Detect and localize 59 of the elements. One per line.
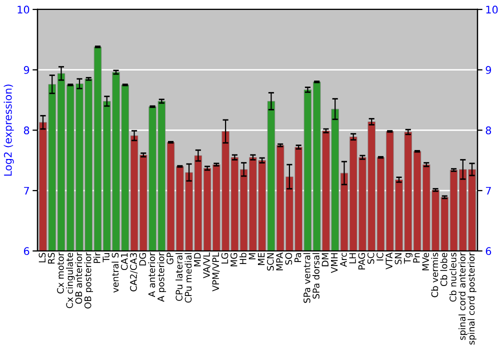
x-tick-label: MVe: [422, 252, 429, 270]
x-tick-label: Cx cingulate: [66, 252, 75, 308]
x-tick-label: MPA: [276, 252, 283, 270]
x-tick-label: OB posterior: [84, 252, 93, 309]
y-tick-label: 8: [24, 126, 30, 134]
x-tick-label: Tg: [404, 253, 412, 264]
x-tick-label: Cx motor: [57, 252, 64, 294]
x-tick-label: VPM/VPL: [212, 252, 220, 292]
x-tick-label: ME: [258, 252, 265, 265]
x-tick-label: A anterior: [148, 252, 156, 298]
x-tick-label: CPu lateral: [176, 253, 183, 301]
y2-tick-label: 10: [486, 6, 498, 14]
y2-tick-label: 6: [486, 247, 492, 256]
x-tick-label: CPu medial: [184, 253, 192, 303]
x-tick-label: Arc: [340, 252, 347, 267]
x-tick-label: VTA: [386, 252, 392, 270]
x-tick-label: SPa dorsal: [312, 253, 320, 299]
x-tick-label: Cb lobe: [440, 252, 448, 286]
x-tick-label: spinal cord posterior: [468, 252, 476, 345]
x-tick-label: A posterior: [157, 252, 166, 302]
x-tick-label: LH: [349, 253, 356, 264]
x-tick-label: GP: [166, 252, 174, 264]
y-tick-label: 7: [24, 186, 29, 195]
x-tick-label: spinal cord anterior: [458, 252, 468, 340]
x-tick-label: M: [248, 253, 256, 260]
x-tick-label: DM: [322, 253, 328, 266]
y2-tick-label: 7: [486, 186, 491, 195]
x-tick-label: Cb nucleus: [449, 252, 456, 302]
x-tick-label: OB anterior: [75, 252, 82, 304]
x-tick-label: VMH: [331, 253, 338, 274]
x-tick-label: Cb vermis: [431, 252, 438, 298]
x-tick-label: SPa ventral: [303, 253, 310, 303]
x-tick-label: LS: [38, 252, 46, 262]
x-tick-label: DG: [139, 253, 146, 266]
x-tick-label: SC: [367, 252, 374, 264]
x-tick-label: Tu: [102, 253, 110, 262]
y2-tick-label: 8: [486, 126, 492, 134]
x-tick-label: SCN: [266, 253, 274, 271]
x-tick-label: Pir: [93, 252, 100, 263]
x-tick-label: CA2/CA3: [130, 253, 138, 292]
x-tick-label: ventral S: [112, 252, 119, 293]
x-tick-label: Pn: [413, 253, 420, 262]
x-tick-label: MG: [230, 253, 238, 266]
x-tick-label: SO: [285, 252, 292, 265]
y-tick-label: 6: [24, 247, 30, 256]
x-tick-label: VA/VL: [203, 252, 211, 278]
y-tick-label: 10: [18, 6, 30, 14]
y2-tick-label: 9: [486, 66, 492, 74]
x-tick-label: RS: [48, 252, 55, 264]
x-tick-label: Hb: [239, 252, 246, 264]
x-tick-label: Pa: [294, 253, 302, 262]
y-axis-title: Log2 (expression): [4, 84, 14, 176]
x-tick-label: LG: [221, 253, 228, 264]
x-tick-label: PAG: [358, 253, 366, 270]
y-tick-label: 9: [24, 66, 30, 74]
x-tick-label: SN: [394, 253, 402, 264]
x-tick-label: MD: [194, 252, 201, 266]
x-tick-label: IC: [376, 252, 384, 260]
x-tick-label: CA1: [120, 253, 128, 270]
